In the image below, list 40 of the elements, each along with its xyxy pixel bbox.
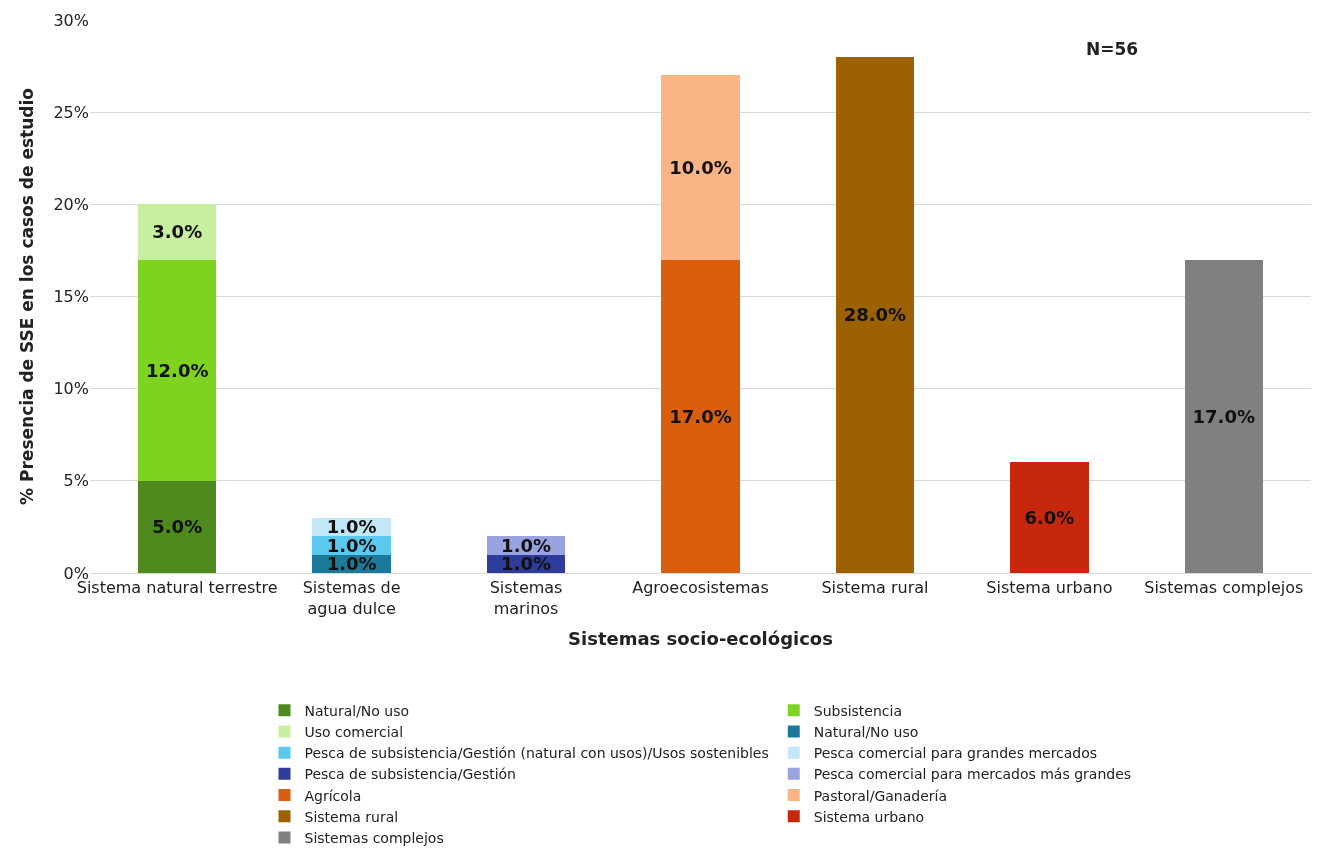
legend-label: Natural/No uso bbox=[304, 702, 410, 719]
legend-label: Sistemas complejos bbox=[304, 829, 444, 846]
legend-label: Uso comercial bbox=[304, 723, 404, 740]
data-label: 12.0% bbox=[145, 359, 209, 381]
annotation: N=56 bbox=[1086, 39, 1139, 59]
legend-label: Natural/No uso bbox=[813, 723, 919, 740]
data-label: 3.0% bbox=[152, 221, 203, 243]
data-label: 1.0% bbox=[326, 553, 377, 575]
data-label: 17.0% bbox=[1192, 405, 1256, 427]
legend-label: Sistema urbano bbox=[813, 808, 925, 825]
y-tick-label: 30% bbox=[53, 10, 89, 30]
legend-label: Pesca comercial para mercados más grandes bbox=[813, 766, 1132, 783]
legend-label: Pesca de subsistencia/Gestión bbox=[304, 766, 516, 783]
legend-label: Sistema rural bbox=[304, 808, 399, 825]
data-label: 28.0% bbox=[843, 304, 907, 326]
y-axis-title: % Presencia de SSE en los casos de estudio bbox=[16, 88, 37, 505]
data-label: 1.0% bbox=[501, 534, 552, 556]
data-label: 6.0% bbox=[1024, 507, 1075, 529]
y-tick-label: 10% bbox=[53, 379, 89, 399]
x-tick-label: Sistema rural bbox=[821, 578, 929, 598]
y-tick-label: 20% bbox=[53, 194, 89, 214]
x-tick-label: Sistemas marinos bbox=[489, 578, 563, 618]
legend-label: Pastoral/Ganadería bbox=[813, 787, 948, 804]
legend-label: Subsistencia bbox=[813, 702, 903, 719]
legend-label: Pesca de subsistencia/Gestión (natural con usos)/Usos sostenibles bbox=[304, 745, 769, 762]
x-tick-label: Sistemas de agua dulce bbox=[302, 578, 401, 618]
x-tick-label: Sistema urbano bbox=[986, 578, 1113, 598]
legend-label: Agrícola bbox=[304, 787, 362, 804]
x-tick-label: Sistema natural terrestre bbox=[76, 578, 278, 598]
x-axis-title: Sistemas socio-ecológicos bbox=[568, 628, 833, 650]
x-tick-label: Sistemas complejos bbox=[1144, 578, 1304, 598]
data-label: 5.0% bbox=[152, 516, 203, 538]
y-tick-label: 5% bbox=[63, 471, 89, 491]
data-label: 10.0% bbox=[669, 156, 732, 178]
data-label: 1.0% bbox=[501, 553, 552, 575]
legend-label: Pesca comercial para grandes mercados bbox=[813, 745, 1098, 762]
x-tick-label: Agroecosistemas bbox=[632, 578, 769, 598]
y-tick-label: 15% bbox=[53, 287, 89, 307]
y-tick-label: 25% bbox=[53, 102, 89, 122]
data-label: 17.0% bbox=[669, 405, 732, 427]
